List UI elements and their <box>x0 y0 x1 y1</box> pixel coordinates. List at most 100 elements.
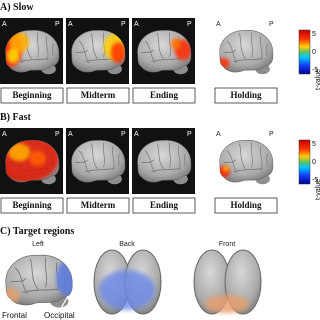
activation-blob <box>7 48 20 64</box>
colorbar-tick-label: -5 <box>312 67 318 74</box>
sulcus <box>44 257 48 288</box>
sulcus <box>168 142 171 168</box>
sulcus <box>10 277 27 283</box>
brain-image <box>5 30 60 75</box>
sulcus <box>111 146 115 171</box>
activation <box>103 33 126 64</box>
front-view <box>193 249 262 315</box>
cortex <box>71 140 126 183</box>
caption-box <box>132 87 196 104</box>
stage-caption: Beginning <box>12 90 52 100</box>
sulcus <box>183 153 186 167</box>
anterior-label: A <box>2 21 7 28</box>
stage-caption: Ending <box>150 200 179 210</box>
panel-label: C) Target regions <box>0 226 74 237</box>
sulcus <box>177 146 181 171</box>
sulcus <box>223 49 236 54</box>
activation-blob <box>170 37 181 50</box>
sulcus <box>85 168 115 173</box>
annotation: Occipital <box>44 311 75 320</box>
activation <box>170 37 192 61</box>
anterior-label: A <box>68 21 73 28</box>
brain-image <box>5 140 60 185</box>
sulcus <box>75 49 88 54</box>
annotation: Frontal <box>2 311 27 320</box>
sulcus <box>51 43 54 57</box>
posterior-label: P <box>269 21 274 28</box>
sulcus <box>141 49 154 54</box>
colorbar-tick-label: 0 <box>312 49 316 56</box>
caption-box <box>214 87 278 104</box>
colorbar-tick-label: -5 <box>312 177 318 184</box>
sulcus <box>117 153 120 167</box>
anterior-label: A <box>68 131 73 138</box>
cortex <box>137 140 192 183</box>
colorbar-tick-label: 5 <box>312 31 316 38</box>
anterior-label: A <box>216 21 221 28</box>
sulcus <box>29 258 39 290</box>
sulcus <box>233 58 263 63</box>
posterior-label: P <box>121 21 126 28</box>
activation-blob <box>5 288 20 305</box>
cortex <box>5 254 73 306</box>
activation <box>5 30 30 68</box>
brain-image <box>219 30 274 75</box>
sulcus <box>265 153 268 167</box>
sulcus <box>250 32 253 58</box>
sulcus <box>141 159 154 164</box>
brain-image <box>219 140 274 185</box>
activation <box>219 165 231 178</box>
colorbar-title: t-value <box>315 69 320 90</box>
arrow <box>7 299 13 311</box>
activation-blob <box>56 260 73 297</box>
stage-caption: Holding <box>230 90 262 100</box>
sulcus <box>91 33 98 60</box>
sulcus <box>223 159 236 164</box>
panel-label: A) Slow <box>0 2 34 13</box>
caption-box <box>66 197 130 214</box>
sulcus <box>91 143 98 170</box>
posterior-label: P <box>55 21 60 28</box>
caption-box <box>132 197 196 214</box>
brain-image <box>71 30 126 75</box>
caption-box <box>214 197 278 214</box>
anterior-label: A <box>134 21 139 28</box>
stage-caption: Ending <box>150 90 179 100</box>
view-label: Left <box>32 241 44 248</box>
view-label: Back <box>119 241 135 248</box>
brain-image <box>137 140 192 185</box>
activation-blob <box>205 295 249 313</box>
posterior-label: P <box>55 131 60 138</box>
activation <box>219 57 230 69</box>
colorbar-tick-label: 5 <box>312 141 316 148</box>
sulcus <box>259 146 263 171</box>
anterior-label: A <box>2 131 7 138</box>
stage-caption: Beginning <box>12 200 52 210</box>
colorbar <box>298 29 311 75</box>
caption-box <box>0 87 64 104</box>
sulcus <box>157 143 164 170</box>
caption-box <box>66 87 130 104</box>
cortex <box>219 30 274 73</box>
sulcus <box>157 33 164 60</box>
sulcus <box>259 36 263 61</box>
sulcus <box>102 142 105 168</box>
colorbar-tick-label: 0 <box>312 159 316 166</box>
caption-box <box>0 197 64 214</box>
brain-image <box>71 140 126 185</box>
activation-blob <box>29 150 47 166</box>
back-view <box>93 249 162 315</box>
sulcus <box>250 142 253 168</box>
activation-blob <box>9 31 30 53</box>
colorbar-title: t-value <box>315 179 320 200</box>
colorbar <box>298 139 311 185</box>
posterior-label: P <box>187 131 192 138</box>
sulcus <box>239 143 246 170</box>
stage-caption: Midterm <box>81 200 116 210</box>
view-label: Front <box>219 241 235 248</box>
cortex <box>219 140 274 183</box>
activation-blob <box>110 42 126 64</box>
sulcus <box>45 36 49 61</box>
sulcus <box>151 58 181 63</box>
